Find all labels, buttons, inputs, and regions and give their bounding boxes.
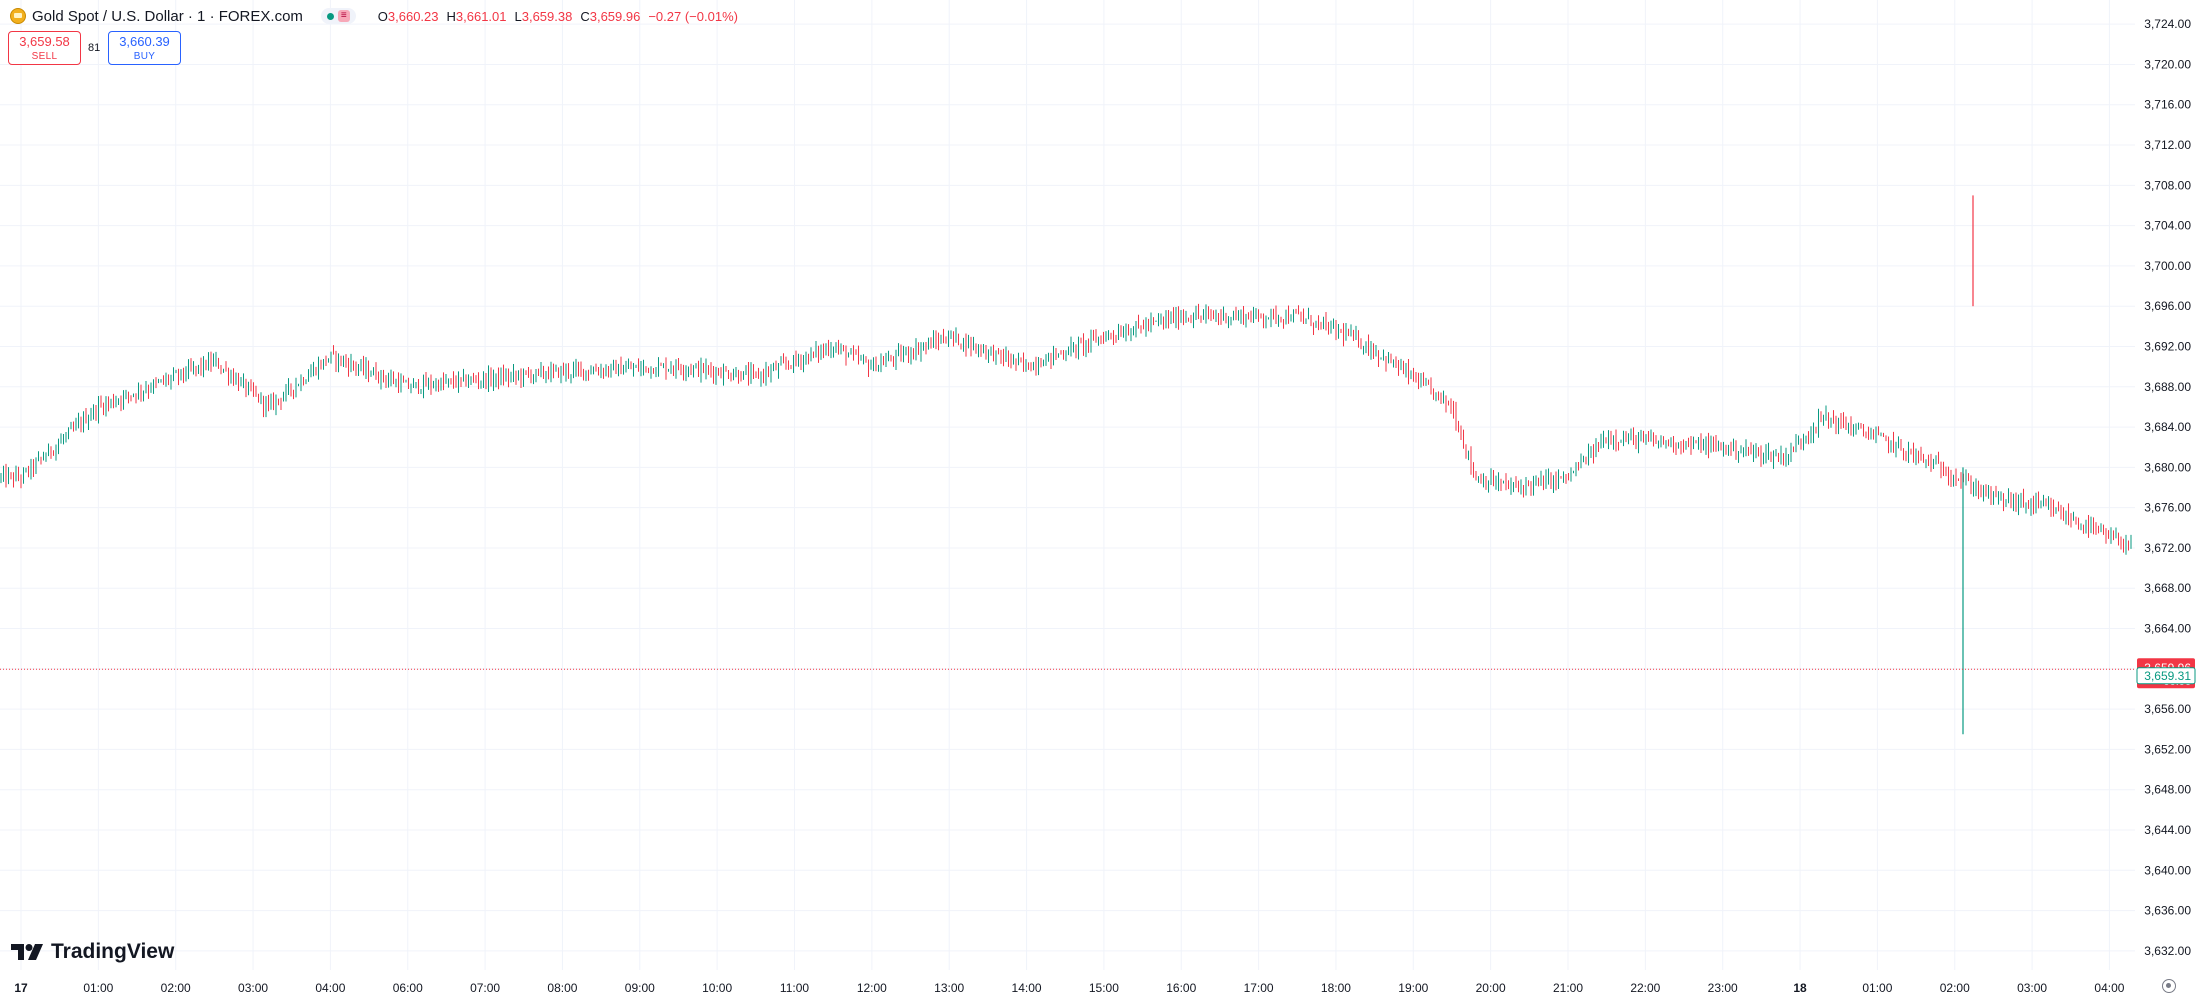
x-tick-label: 18:00 bbox=[1321, 981, 1351, 995]
x-tick-label: 14:00 bbox=[1012, 981, 1042, 995]
low-value: 3,659.38 bbox=[521, 8, 573, 24]
high-label: H bbox=[446, 8, 456, 24]
x-tick-label: 23:00 bbox=[1708, 981, 1738, 995]
y-tick-label: 3,644.00 bbox=[2144, 823, 2191, 837]
y-tick-label: 3,664.00 bbox=[2144, 622, 2191, 636]
y-tick-label: 3,688.00 bbox=[2144, 380, 2191, 394]
y-tick-label: 3,640.00 bbox=[2144, 863, 2191, 877]
y-tick-label: 3,700.00 bbox=[2144, 259, 2191, 273]
buy-price: 3,660.39 bbox=[119, 34, 170, 49]
bid-price-badge-bg bbox=[2136, 667, 2196, 685]
candles bbox=[0, 195, 2132, 735]
x-tick-label: 22:00 bbox=[1630, 981, 1660, 995]
buy-label: BUY bbox=[133, 51, 156, 62]
y-tick-label: 3,704.00 bbox=[2144, 219, 2191, 233]
symbol-legend: Gold Spot / U.S. Dollar · 1 · FOREX.com … bbox=[10, 5, 738, 27]
data-flag-icon: ≡ bbox=[337, 10, 350, 22]
x-tick-label: 04:00 bbox=[2094, 981, 2124, 995]
y-tick-label: 3,636.00 bbox=[2144, 904, 2191, 918]
bid-price-badge[interactable]: 3,659.31 bbox=[2136, 667, 2196, 685]
open-value: 3,660.23 bbox=[387, 8, 439, 24]
x-tick-label: 09:00 bbox=[625, 981, 655, 995]
tradingview-logo[interactable]: TradingView bbox=[11, 940, 174, 964]
x-tick-label: 01:00 bbox=[1862, 981, 1892, 995]
tradingview-logo-icon bbox=[11, 944, 43, 960]
y-tick-label: 3,724.00 bbox=[2144, 17, 2191, 31]
x-tick-label: 03:00 bbox=[238, 981, 268, 995]
x-tick-label: 03:00 bbox=[2017, 981, 2047, 995]
high-value: 3,661.01 bbox=[455, 8, 507, 24]
brand-name: TradingView bbox=[51, 940, 175, 963]
grid bbox=[0, 0, 2135, 970]
buy-button[interactable]: 3,660.39 BUY bbox=[108, 31, 181, 65]
y-tick-label: 3,680.00 bbox=[2144, 460, 2191, 474]
change-value: −0.27 (−0.01%) bbox=[648, 8, 738, 24]
market-status[interactable]: ≡ bbox=[320, 8, 356, 24]
sell-button[interactable]: 3,659.58 SELL bbox=[8, 31, 81, 65]
market-open-dot-icon bbox=[326, 12, 334, 20]
x-tick-label: 06:00 bbox=[393, 981, 423, 995]
x-tick-label: 17:00 bbox=[1244, 981, 1274, 995]
y-tick-label: 3,684.00 bbox=[2144, 420, 2191, 434]
y-tick-label: 3,656.00 bbox=[2144, 702, 2191, 716]
x-tick-label: 08:00 bbox=[547, 981, 577, 995]
x-tick-label: 13:00 bbox=[934, 981, 964, 995]
spread-value: 81 bbox=[88, 42, 101, 54]
time-axis[interactable]: 17 01:00 02:00 03:00 04:00 06:00 07:00 08:00 09:… bbox=[14, 981, 2124, 995]
sell-label: SELL bbox=[31, 51, 58, 62]
x-tick-label: 10:00 bbox=[702, 981, 732, 995]
y-tick-label: 3,672.00 bbox=[2144, 541, 2191, 555]
ohlc-values: O3,660.23 H3,661.01 L3,659.38 C3,659.96 … bbox=[378, 9, 738, 24]
y-tick-label: 3,716.00 bbox=[2144, 98, 2191, 112]
y-tick-label: 3,668.00 bbox=[2144, 581, 2191, 595]
x-tick-label: 15:00 bbox=[1089, 981, 1119, 995]
y-tick-label: 3,692.00 bbox=[2144, 339, 2191, 353]
bid-price-label: 3,659.31 bbox=[2144, 669, 2191, 683]
gold-coin-icon bbox=[10, 8, 26, 24]
y-tick-label: 3,676.00 bbox=[2144, 501, 2191, 515]
x-tick-label: 07:00 bbox=[470, 981, 500, 995]
y-tick-label: 3,720.00 bbox=[2144, 57, 2191, 71]
x-tick-label: 12:00 bbox=[857, 981, 887, 995]
x-tick-label: 17 bbox=[14, 981, 28, 995]
x-tick-label: 11:00 bbox=[780, 981, 809, 995]
low-label: L bbox=[514, 8, 522, 24]
open-label: O bbox=[377, 8, 388, 24]
x-tick-label: 01:00 bbox=[83, 981, 113, 995]
y-tick-label: 3,712.00 bbox=[2144, 138, 2191, 152]
x-tick-label: 21:00 bbox=[1553, 981, 1583, 995]
x-tick-label: 02:00 bbox=[1940, 981, 1970, 995]
x-tick-label: 04:00 bbox=[315, 981, 345, 995]
y-tick-label: 3,632.00 bbox=[2144, 944, 2191, 958]
y-tick-label: 3,696.00 bbox=[2144, 299, 2191, 313]
x-tick-label: 16:00 bbox=[1166, 981, 1196, 995]
symbol-title[interactable]: Gold Spot / U.S. Dollar · 1 · FOREX.com bbox=[32, 7, 303, 25]
price-axis[interactable]: 3,632.00 3,636.00 3,640.00 3,644.00 3,648.00… bbox=[2144, 17, 2191, 958]
x-tick-label: 02:00 bbox=[161, 981, 191, 995]
y-tick-label: 3,652.00 bbox=[2144, 742, 2191, 756]
settings-icon[interactable] bbox=[2162, 979, 2176, 993]
close-label: C bbox=[580, 8, 590, 24]
close-value: 3,659.96 bbox=[589, 8, 641, 24]
x-tick-label: 19:00 bbox=[1398, 981, 1428, 995]
x-tick-label: 20:00 bbox=[1476, 981, 1506, 995]
y-tick-label: 3,708.00 bbox=[2144, 178, 2191, 192]
sell-price: 3,659.58 bbox=[19, 34, 70, 49]
y-tick-label: 3,648.00 bbox=[2144, 783, 2191, 797]
x-tick-label: 18 bbox=[1793, 981, 1807, 995]
